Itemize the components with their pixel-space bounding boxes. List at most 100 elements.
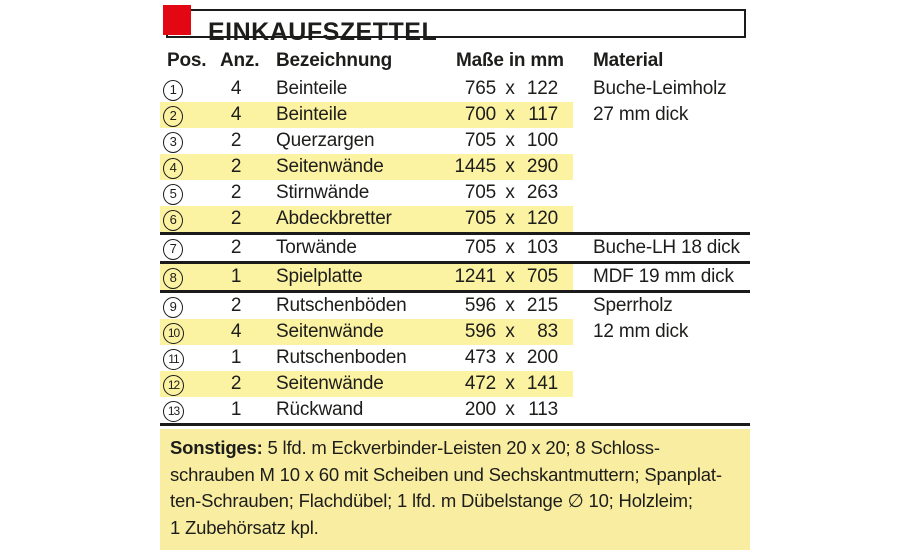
footer-line1-text: 5 lfd. m Eckverbinder-Leisten 20 x 20; 8… [267, 437, 660, 458]
table-body: 1 4 Beinteile 765 x 122 Buche-Leimholz 2… [160, 76, 752, 550]
part-name-cell: Seitenwände [276, 321, 384, 342]
dimension-separator: x [505, 295, 515, 316]
table-row-main: 6 2 Abdeckbretter 705 x 120 [160, 206, 573, 232]
table-row-main: 3 2 Querzargen 705 x 100 [160, 128, 573, 154]
table-row: 9 2 Rutschenböden 596 x 215 Sperrholz [160, 293, 752, 319]
pos-cell: 2 [163, 102, 193, 128]
quantity-cell: 2 [230, 156, 242, 177]
table-row-main: 1 4 Beinteile 765 x 122 [160, 76, 573, 102]
column-header-material: Material [593, 50, 664, 71]
dimension-width: 596 [464, 295, 496, 316]
column-header-masse: Maße in mm [456, 50, 564, 71]
dimension-separator: x [505, 208, 515, 229]
pos-cell: 11 [163, 345, 193, 371]
footer-line: schrauben M 10 x 60 mit Scheiben und Sec… [170, 463, 722, 485]
part-name-cell: Stirnwände [276, 182, 370, 203]
dimension-separator: x [505, 399, 515, 420]
part-name-cell: Rutschenböden [276, 295, 407, 316]
table-row-main: 7 2 Torwände 705 x 103 [160, 235, 573, 261]
section-divider [160, 232, 750, 235]
part-name-cell: Querzargen [276, 130, 375, 151]
part-name-cell: Torwände [276, 237, 357, 258]
red-accent-square [163, 5, 191, 35]
dimension-width: 705 [464, 130, 496, 151]
dimension-separator: x [505, 266, 515, 287]
quantity-cell: 4 [230, 104, 242, 125]
footer-line: 1 Zubehörsatz kpl. [170, 516, 319, 538]
dimension-height: 122 [526, 78, 558, 99]
column-header-bezeichnung: Bezeichnung [276, 50, 393, 71]
pos-circled-number: 9 [163, 297, 183, 318]
table-row: 4 2 Seitenwände 1445 x 290 [160, 154, 752, 180]
dimension-width: 200 [464, 399, 496, 420]
dimension-width: 705 [464, 237, 496, 258]
section-divider [160, 290, 750, 293]
material-cell: 27 mm dick [593, 104, 689, 125]
table-row-main: 4 2 Seitenwände 1445 x 290 [160, 154, 573, 180]
table-row-main: 5 2 Stirnwände 705 x 263 [160, 180, 573, 206]
dimension-width: 700 [464, 104, 496, 125]
dimension-width: 705 [464, 208, 496, 229]
pos-circled-number: 12 [163, 375, 184, 396]
pos-circled-number: 11 [163, 349, 184, 370]
quantity-cell: 2 [230, 237, 242, 258]
part-name-cell: Rutschenboden [276, 347, 407, 368]
pos-circled-number: 8 [163, 268, 183, 289]
part-name-cell: Rückwand [276, 399, 364, 420]
dimension-width: 472 [464, 373, 496, 394]
material-cell: Buche-LH 18 dick [593, 237, 740, 258]
dimension-width: 596 [464, 321, 496, 342]
section-divider [160, 423, 750, 426]
table-row-main: 12 2 Seitenwände 472 x 141 [160, 371, 573, 397]
dimension-height: 103 [526, 237, 558, 258]
table-row: 10 4 Seitenwände 596 x 83 12 mm dick [160, 319, 752, 345]
quantity-cell: 2 [230, 208, 242, 229]
dimension-width: 1241 [454, 266, 497, 287]
pos-cell: 5 [163, 180, 193, 206]
quantity-cell: 2 [230, 373, 242, 394]
table-row: 8 1 Spielplatte 1241 x 705 MDF 19 mm dic… [160, 264, 752, 290]
dimension-height: 290 [526, 156, 558, 177]
pos-circled-number: 1 [163, 80, 183, 101]
column-header-anz: Anz. [220, 50, 260, 71]
table-row: 5 2 Stirnwände 705 x 263 [160, 180, 752, 206]
pos-cell: 1 [163, 76, 193, 102]
part-name-cell: Spielplatte [276, 266, 363, 287]
dimension-separator: x [505, 347, 515, 368]
dimension-width: 765 [464, 78, 496, 99]
dimension-separator: x [505, 156, 515, 177]
dimension-height: 117 [528, 104, 558, 125]
pos-cell: 4 [163, 154, 193, 180]
table-row-main: 10 4 Seitenwände 596 x 83 [160, 319, 573, 345]
dimension-separator: x [505, 104, 515, 125]
pos-circled-number: 7 [163, 239, 183, 260]
table-row: 11 1 Rutschenboden 473 x 200 [160, 345, 752, 371]
part-name-cell: Abdeckbretter [276, 208, 392, 229]
title-banner: EINKAUFSZETTEL [166, 9, 746, 45]
dimension-separator: x [505, 373, 515, 394]
section-divider [160, 261, 750, 264]
dimension-height: 100 [526, 130, 558, 151]
dimension-height: 120 [526, 208, 558, 229]
quantity-cell: 2 [230, 182, 242, 203]
footer-line: ten-Schrauben; Flachdübel; 1 lfd. m Dübe… [170, 490, 693, 511]
dimension-height: 200 [526, 347, 558, 368]
pos-circled-number: 10 [163, 323, 184, 344]
material-cell: Sperrholz [593, 295, 673, 316]
pos-cell: 7 [163, 235, 193, 261]
table-row-main: 8 1 Spielplatte 1241 x 705 [160, 264, 573, 290]
table-row-main: 2 4 Beinteile 700 x 117 [160, 102, 573, 128]
pos-cell: 6 [163, 206, 193, 232]
pos-cell: 10 [163, 319, 193, 345]
table-row: 6 2 Abdeckbretter 705 x 120 [160, 206, 752, 232]
quantity-cell: 4 [230, 78, 242, 99]
table-header-row: Pos. Anz. Bezeichnung Maße in mm Materia… [160, 50, 752, 72]
table-row: 3 2 Querzargen 705 x 100 [160, 128, 752, 154]
footer-line: Sonstiges: 5 lfd. m Eckverbinder-Leisten… [170, 435, 738, 462]
quantity-cell: 1 [230, 347, 242, 368]
dimension-separator: x [505, 237, 515, 258]
pos-circled-number: 4 [163, 158, 183, 179]
quantity-cell: 2 [230, 295, 242, 316]
material-cell: MDF 19 mm dick [593, 266, 734, 287]
